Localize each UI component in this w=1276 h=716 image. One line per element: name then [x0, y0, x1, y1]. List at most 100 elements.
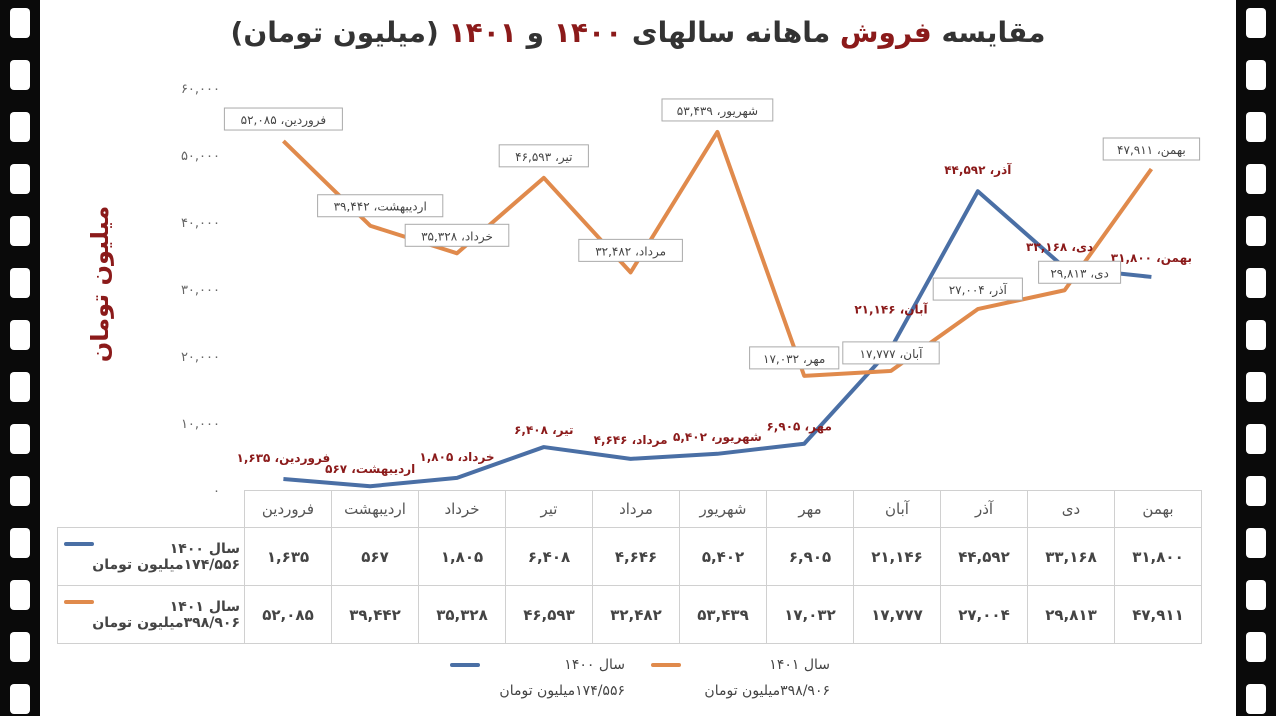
film-hole — [10, 580, 30, 610]
series-name: سال ۱۴۰۱ — [169, 598, 240, 615]
column-header: آبان — [853, 490, 941, 528]
table-cell: ۱۷,۰۳۲ — [766, 585, 854, 644]
row-legend-1401: سال ۱۴۰۱ ۳۹۸/۹۰۶میلیون تومان — [57, 585, 245, 644]
legend-swatch-1400 — [450, 663, 480, 667]
data-label: مهر، ۶,۹۰۵ — [766, 420, 831, 434]
legend-swatch — [64, 600, 94, 604]
title-part: فروش — [839, 16, 932, 49]
data-label: فروردین، ۱,۶۳۵ — [237, 451, 331, 466]
data-label: مرداد، ۳۲,۴۸۲ — [595, 244, 666, 259]
table-cell: ۴۴,۵۹۲ — [940, 527, 1028, 586]
table-cell: ۱,۸۰۵ — [418, 527, 506, 586]
legend-swatch-1401 — [651, 663, 681, 667]
table-cell: ۴,۶۴۶ — [592, 527, 680, 586]
table-cell: ۲۹,۸۱۳ — [1027, 585, 1115, 644]
series-line-0 — [283, 189, 1152, 489]
table-cell: ۱۷,۷۷۷ — [853, 585, 941, 644]
y-tick-label: ۵۰,۰۰۰ — [181, 149, 220, 164]
y-tick-label: ۶۰,۰۰۰ — [181, 82, 220, 97]
film-hole — [1246, 60, 1266, 90]
y-tick-label: ۲۰,۰۰۰ — [181, 350, 220, 365]
legend-label: سال ۱۴۰۰ — [564, 657, 625, 673]
film-hole — [10, 8, 30, 38]
title-part: (میلیون تومان) — [230, 16, 439, 49]
data-table: فروردین اردیبهشت خرداد تیر مرداد شهریور مهر آبا… — [57, 490, 1202, 644]
data-label: بهمن، ۳۱,۸۰۰ — [1111, 251, 1192, 265]
table-cell: ۵۳,۴۳۹ — [679, 585, 767, 644]
data-label-box — [842, 341, 940, 365]
column-header: دی — [1027, 490, 1115, 528]
legend-item-1401[interactable]: سال ۱۴۰۱ ۳۹۸/۹۰۶میلیون تومان — [680, 652, 830, 704]
film-hole — [1246, 632, 1266, 662]
film-hole — [1246, 528, 1266, 558]
table-cell: ۵۲,۰۸۵ — [244, 585, 332, 644]
data-label-box — [1038, 260, 1122, 284]
film-hole — [10, 372, 30, 402]
table-cell: ۴۷,۹۱۱ — [1114, 585, 1202, 644]
film-hole — [1246, 580, 1266, 610]
data-label: آبان، ۱۷,۷۷۷ — [860, 346, 924, 361]
film-hole — [1246, 684, 1266, 714]
title-part: ۱۴۰۱ — [448, 16, 517, 49]
data-label: دی، ۲۹,۸۱۳ — [1050, 266, 1108, 280]
film-hole — [1246, 424, 1266, 454]
data-label: شهریور، ۵,۴۰۲ — [673, 430, 762, 445]
film-strip-right — [1236, 0, 1276, 716]
film-strip-left — [0, 0, 40, 716]
column-header: آذر — [940, 490, 1028, 528]
film-hole — [10, 476, 30, 506]
column-header: شهریور — [679, 490, 767, 528]
data-label: آذر، ۲۷,۰۰۴ — [949, 282, 1008, 298]
film-hole — [1246, 8, 1266, 38]
data-label: خرداد، ۳۵,۳۲۸ — [421, 229, 493, 244]
film-hole — [1246, 372, 1266, 402]
column-header: اردیبهشت — [331, 490, 419, 528]
y-tick-label: ۳۰,۰۰۰ — [181, 283, 220, 298]
table-corner — [57, 490, 245, 528]
film-hole — [10, 164, 30, 194]
y-tick-label: ۱۰,۰۰۰ — [181, 417, 220, 432]
data-label: دی، ۳۳,۱۶۸ — [1026, 240, 1093, 254]
table-cell: ۳۹,۴۴۲ — [331, 585, 419, 644]
legend-item-1400[interactable]: سال ۱۴۰۰ ۱۷۴/۵۵۶میلیون تومان — [470, 652, 625, 704]
data-label-box — [661, 98, 774, 122]
legend-total: ۳۹۸/۹۰۶میلیون تومان — [704, 683, 830, 699]
film-hole — [10, 320, 30, 350]
table-cell: ۵,۴۰۲ — [679, 527, 767, 586]
data-label: تیر، ۶,۴۰۸ — [514, 423, 573, 437]
data-label: مرداد، ۴,۶۴۶ — [594, 433, 668, 447]
table-cell: ۳۳,۱۶۸ — [1027, 527, 1115, 586]
film-hole — [10, 424, 30, 454]
data-label: شهریور، ۵۳,۴۳۹ — [677, 104, 758, 119]
title-part: مقایسه — [941, 16, 1046, 49]
film-hole — [10, 268, 30, 298]
data-label-box — [223, 107, 343, 131]
film-hole — [10, 60, 30, 90]
table-cell: ۶,۴۰۸ — [505, 527, 593, 586]
data-label: آبان، ۲۱,۱۴۶ — [854, 301, 928, 316]
table-cell: ۲۱,۱۴۶ — [853, 527, 941, 586]
data-label: آذر، ۴۴,۵۹۲ — [944, 162, 1012, 177]
data-label: مهر، ۱۷,۰۳۲ — [763, 352, 825, 367]
data-label-box — [1102, 137, 1201, 161]
film-hole — [10, 216, 30, 246]
data-label-box — [749, 346, 840, 370]
film-hole — [10, 632, 30, 662]
series-total: ۳۹۸/۹۰۶میلیون تومان — [92, 614, 240, 631]
data-label: فروردین، ۵۲,۰۸۵ — [241, 113, 327, 128]
film-hole — [1246, 112, 1266, 142]
series-total: ۱۷۴/۵۵۶میلیون تومان — [92, 556, 240, 573]
series-line-1 — [282, 129, 1154, 378]
table-cell: ۴۶,۵۹۳ — [505, 585, 593, 644]
table-cell: ۳۱,۸۰۰ — [1114, 527, 1202, 586]
legend-label: سال ۱۴۰۱ — [769, 657, 830, 673]
data-label-box — [317, 194, 444, 218]
legend-swatch — [64, 542, 94, 546]
data-label-box — [578, 238, 683, 262]
series-name: سال ۱۴۰۰ — [169, 540, 240, 557]
chart-title: مقایسه فروش ماهانه سالهای ۱۴۰۰ و ۱۴۰۱ (م… — [0, 16, 1276, 49]
film-hole — [1246, 476, 1266, 506]
data-label-box — [404, 223, 510, 247]
data-label-box — [932, 277, 1023, 301]
